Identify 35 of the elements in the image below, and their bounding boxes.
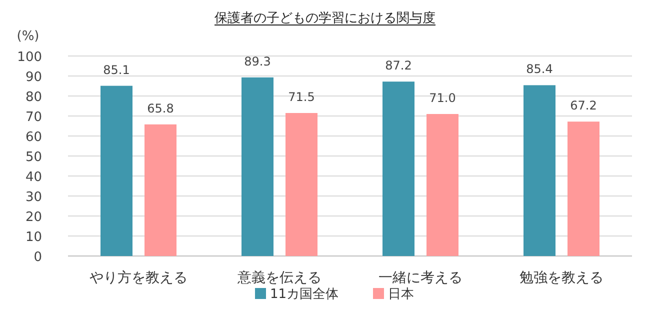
x-tick-label: 一緒に考える (378, 270, 462, 286)
y-tick-label: 50 (25, 150, 42, 165)
x-tick-label: やり方を教える (90, 270, 188, 286)
text: 85.4 (526, 62, 553, 76)
x-tick-label: 意義を伝える (236, 270, 322, 286)
y-tick-label: 100 (17, 50, 42, 65)
bar (382, 82, 414, 256)
chart-title: 保護者の子どもの学習における関与度 (214, 10, 436, 26)
text: 67.2 (570, 98, 597, 113)
y-tick-label: 30 (25, 190, 42, 205)
bar (100, 86, 132, 256)
text: 87.2 (385, 58, 412, 73)
legend-label: 日本 (388, 287, 414, 302)
y-axis-title: (%) (16, 29, 40, 44)
bar (242, 77, 274, 256)
y-tick-label: 60 (25, 130, 42, 145)
y-tick-label: 10 (25, 230, 42, 245)
bar (524, 85, 556, 256)
y-tick-label: 40 (25, 170, 42, 185)
y-tick-label: 70 (25, 110, 42, 125)
bar (426, 114, 458, 256)
bar (286, 113, 318, 256)
text: 71.0 (429, 91, 456, 105)
bar (144, 124, 176, 256)
y-tick-label: 20 (25, 210, 42, 225)
text: 89.3 (244, 54, 271, 68)
y-tick-label: 0 (34, 250, 42, 265)
text: 71.5 (288, 90, 315, 104)
text: 85.1 (103, 62, 130, 77)
legend-label: 11カ国全体 (270, 287, 339, 302)
bar (568, 122, 600, 256)
text: 65.8 (147, 101, 174, 116)
y-tick-label: 80 (25, 90, 42, 105)
x-tick-label: 勉強を教える (520, 270, 604, 286)
y-tick-label: 90 (25, 70, 42, 85)
